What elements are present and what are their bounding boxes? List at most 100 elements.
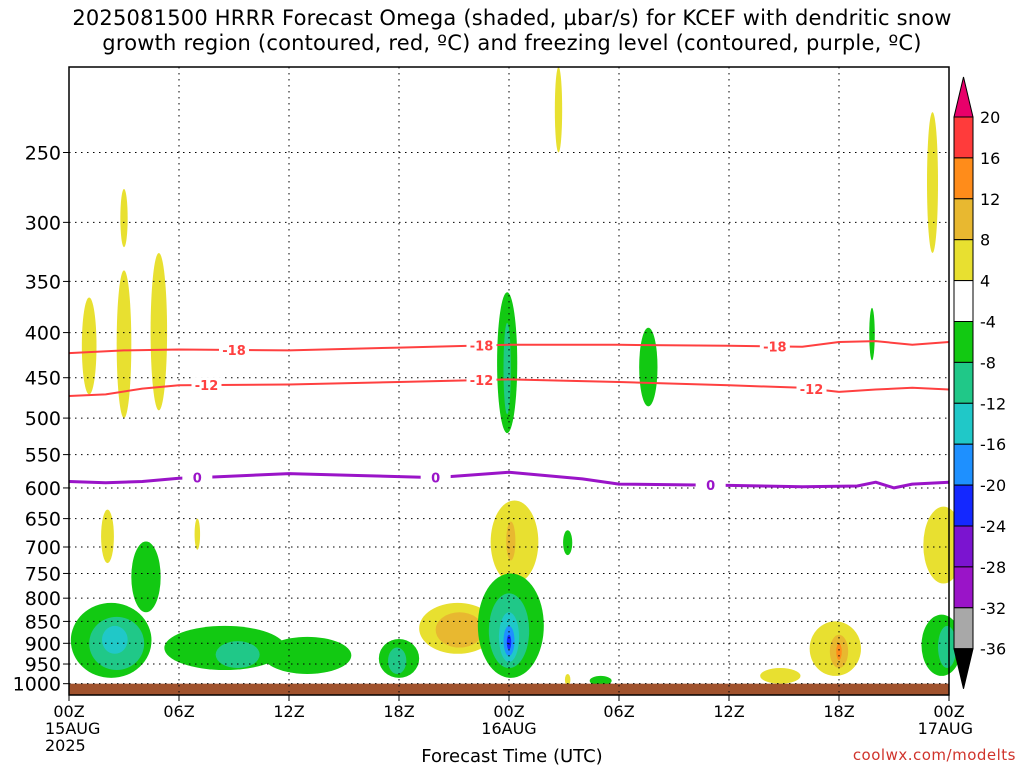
colorbar-label: 8 xyxy=(980,231,990,250)
x-tick-label: 06Z xyxy=(603,702,634,721)
colorbar-bottom-cap xyxy=(953,648,974,689)
x-tick-label: 00Z xyxy=(53,702,84,721)
x-tick-label: 15AUG xyxy=(45,719,100,738)
colorbar-swatch xyxy=(953,239,974,282)
x-tick-label: 17AUG xyxy=(918,719,973,738)
contour-line-dgz-18 xyxy=(68,340,950,355)
omega-region-22 xyxy=(589,675,612,686)
colorbar-label: 20 xyxy=(980,108,1000,127)
y-tick-label: 950 xyxy=(25,654,61,676)
chart-title-line-2: growth region (contoured, red, ºC) and f… xyxy=(102,31,922,55)
omega-region-13 xyxy=(564,673,571,686)
contour-label-bg xyxy=(420,469,451,486)
contour-label: -18 xyxy=(763,340,787,355)
omega-region-17 xyxy=(836,643,842,660)
y-tick-label: 350 xyxy=(25,271,61,293)
colorbar: 20 16 12 8 4 -4 -8 -12 -16 -20 -24 -28 -32 -36 xyxy=(953,76,1006,689)
contour-label: -12 xyxy=(800,383,824,398)
contour-line-freezing xyxy=(68,470,950,490)
colorbar-swatch xyxy=(953,280,974,323)
x-tick-label: 00Z xyxy=(933,702,964,721)
y-tick-label: 600 xyxy=(25,478,61,500)
contour-line-dgz-12 xyxy=(68,378,950,397)
y-tick-label: 850 xyxy=(25,611,61,633)
x-tick-label: 18Z xyxy=(823,702,854,721)
contour-label-bg xyxy=(182,469,213,486)
omega-region-39 xyxy=(506,634,512,650)
contour-label-bg xyxy=(466,337,497,354)
omega-region-2 xyxy=(120,189,128,248)
x-tick-label: 00Z xyxy=(493,702,524,721)
omega-region-20 xyxy=(869,307,875,361)
omega-region-21 xyxy=(563,530,573,556)
omega-region-1 xyxy=(116,270,132,419)
omega-region-10 xyxy=(760,668,801,684)
contour-label: -12 xyxy=(470,374,494,389)
contour-label: -18 xyxy=(470,340,494,355)
contour-label-bg xyxy=(695,477,726,494)
x-tick-label: 2025 xyxy=(45,736,86,755)
colorbar-label: -36 xyxy=(980,640,1006,659)
y-tick-label: 750 xyxy=(25,563,61,585)
omega-region-3 xyxy=(150,253,168,411)
chart-title: 2025081500 HRRR Forecast Omega (shaded, … xyxy=(0,6,1024,56)
contour-label-bg xyxy=(191,377,222,394)
colorbar-label: 12 xyxy=(980,190,1000,209)
colorbar-swatch xyxy=(953,116,974,159)
colorbar-swatch xyxy=(953,566,974,609)
omega-region-14 xyxy=(506,521,516,561)
omega-region-35 xyxy=(938,625,957,669)
contour-label: -12 xyxy=(195,379,219,394)
contour-lines: -18 -18 -18 -12 -12 -12 0 0 0 xyxy=(68,337,950,494)
x-axis-label: Forecast Time (UTC) xyxy=(421,746,603,767)
contour-label-bg xyxy=(466,372,497,389)
colorbar-label: -12 xyxy=(980,394,1006,413)
y-tick-label: 800 xyxy=(25,588,61,610)
colorbar-swatch xyxy=(953,525,974,568)
y-axis: 2503003504004505005506006507007508008509… xyxy=(13,142,69,696)
colorbar-swatch xyxy=(953,361,974,404)
colorbar-label: 16 xyxy=(980,149,1000,168)
y-tick-label: 550 xyxy=(25,445,61,467)
colorbar-label: -20 xyxy=(980,476,1006,495)
x-tick-label: 16AUG xyxy=(481,719,536,738)
omega-region-24 xyxy=(131,541,161,613)
chart-title-line-1: 2025081500 HRRR Forecast Omega (shaded, … xyxy=(72,6,952,30)
y-tick-label: 500 xyxy=(25,408,61,430)
omega-region-37 xyxy=(102,625,128,654)
contour-label-bg xyxy=(219,341,249,358)
y-tick-label: 900 xyxy=(25,633,61,655)
omega-region-0 xyxy=(81,297,97,395)
colorbar-swatch xyxy=(953,321,974,363)
omega-region-5 xyxy=(927,112,938,254)
credit-link[interactable]: coolwx.com/modelts xyxy=(852,746,1016,764)
contour-label: -18 xyxy=(222,344,246,359)
omega-region-26 xyxy=(263,636,352,674)
omega-region-6 xyxy=(101,509,114,564)
omega-region-34 xyxy=(215,641,260,669)
omega-region-15 xyxy=(435,612,484,648)
contour-label-bg xyxy=(796,380,827,397)
colorbar-swatch xyxy=(953,157,974,200)
x-tick-label: 18Z xyxy=(383,702,414,721)
surface-ground xyxy=(69,683,949,695)
colorbar-label: -24 xyxy=(980,517,1006,536)
colorbar-label: -28 xyxy=(980,558,1006,577)
colorbar-label: -8 xyxy=(980,353,996,372)
colorbar-swatch xyxy=(953,402,974,445)
contour-label: 0 xyxy=(431,472,440,487)
omega-shading xyxy=(70,67,964,686)
omega-region-7 xyxy=(194,518,201,550)
omega-region-4 xyxy=(554,67,563,153)
colorbar-label: -32 xyxy=(980,599,1006,618)
colorbar-top-cap xyxy=(953,76,974,118)
y-tick-label: 300 xyxy=(25,212,61,234)
colorbar-swatch xyxy=(953,484,974,527)
y-tick-label: 1000 xyxy=(13,674,61,696)
x-tick-label: 06Z xyxy=(163,702,194,721)
colorbar-swatch xyxy=(953,443,974,486)
omega-region-30 xyxy=(503,322,511,415)
colorbar-swatch xyxy=(953,198,974,241)
